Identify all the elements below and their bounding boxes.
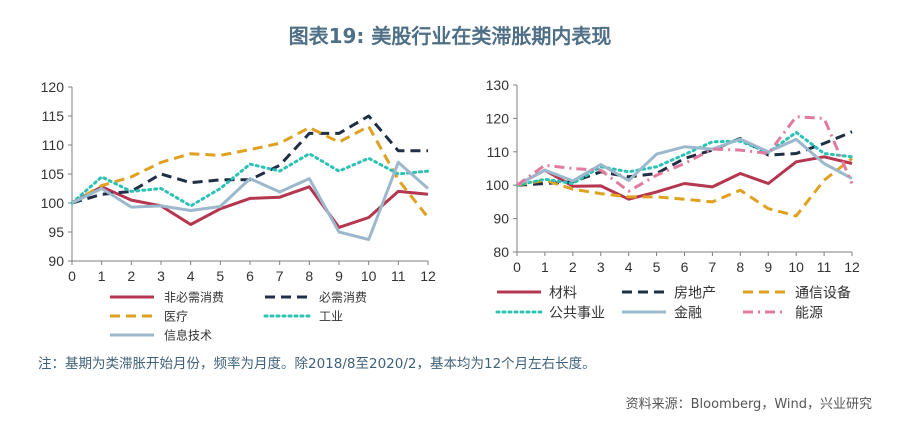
y-tick-label: 110 [42, 137, 65, 153]
x-tick-label: 9 [764, 259, 772, 275]
series-line-5 [71, 160, 429, 241]
y-tick-label: 95 [48, 224, 64, 240]
chart-note: 注：基期为类滞胀开始月份，频率为月度。除2018/8至2020/2，基本均为12… [38, 356, 596, 372]
series-line-1 [516, 155, 853, 201]
series-line-3 [516, 157, 853, 218]
x-tick-label: 12 [844, 259, 860, 275]
x-tick-label: 7 [276, 268, 284, 284]
y-tick-label: 105 [41, 166, 65, 182]
y-tick-label: 90 [493, 211, 509, 227]
legend-label-5: 金融 [674, 305, 702, 321]
x-tick-label: 4 [625, 259, 633, 275]
x-tick-label: 11 [391, 268, 406, 284]
x-tick-label: 8 [736, 259, 744, 275]
legend-label-2: 必需消费 [319, 291, 367, 305]
legend-label-4: 公共事业 [549, 305, 605, 321]
x-tick-label: 5 [653, 259, 661, 275]
y-tick-label: 130 [486, 77, 510, 93]
series-line-4 [515, 130, 854, 187]
x-tick-label: 9 [335, 268, 343, 284]
y-tick-label: 100 [486, 177, 510, 193]
source-credit: 资料来源：Bloomberg，Wind，兴业研究 [625, 397, 872, 412]
x-tick-label: 10 [361, 268, 377, 284]
x-tick-label: 0 [68, 268, 76, 284]
x-tick-label: 1 [541, 259, 549, 275]
y-tick-label: 100 [41, 195, 65, 211]
y-tick-label: 80 [493, 244, 509, 260]
y-tick-label: 115 [42, 108, 65, 124]
legend-label-6: 能源 [795, 305, 823, 321]
y-tick-label: 90 [48, 253, 64, 269]
legend-label-5: 信息技术 [164, 328, 212, 343]
y-tick-label: 110 [487, 144, 510, 160]
y-tick-label: 120 [41, 79, 65, 95]
legend-label-4: 工业 [319, 310, 343, 324]
x-tick-label: 1 [98, 268, 106, 284]
x-tick-label: 6 [246, 268, 254, 284]
x-tick-label: 7 [709, 259, 717, 275]
series-line-4 [70, 152, 430, 208]
legend-label-2: 房地产 [674, 285, 716, 301]
x-tick-label: 12 [420, 268, 436, 284]
x-tick-label: 3 [157, 268, 165, 284]
x-tick-label: 2 [127, 268, 135, 284]
x-tick-label: 0 [513, 259, 521, 275]
x-tick-label: 11 [817, 259, 832, 275]
x-tick-label: 10 [788, 259, 804, 275]
legend-label-3: 通信设备 [795, 284, 851, 301]
legend-label-1: 材料 [549, 285, 577, 301]
x-tick-label: 2 [569, 259, 577, 275]
x-tick-label: 6 [681, 259, 689, 275]
legend-label-3: 医疗 [164, 310, 188, 324]
y-tick-label: 120 [486, 110, 510, 126]
x-tick-label: 5 [216, 268, 224, 284]
series-line-5 [516, 137, 853, 187]
page-title: 图表19: 美股行业在类滞胀期内表现 [288, 24, 612, 48]
x-tick-label: 3 [597, 259, 605, 275]
x-tick-label: 8 [305, 268, 313, 284]
x-tick-label: 4 [187, 268, 195, 284]
legend-label-1: 非必需消费 [164, 291, 224, 305]
series-line-1 [71, 185, 429, 229]
series-line-3 [71, 124, 430, 219]
